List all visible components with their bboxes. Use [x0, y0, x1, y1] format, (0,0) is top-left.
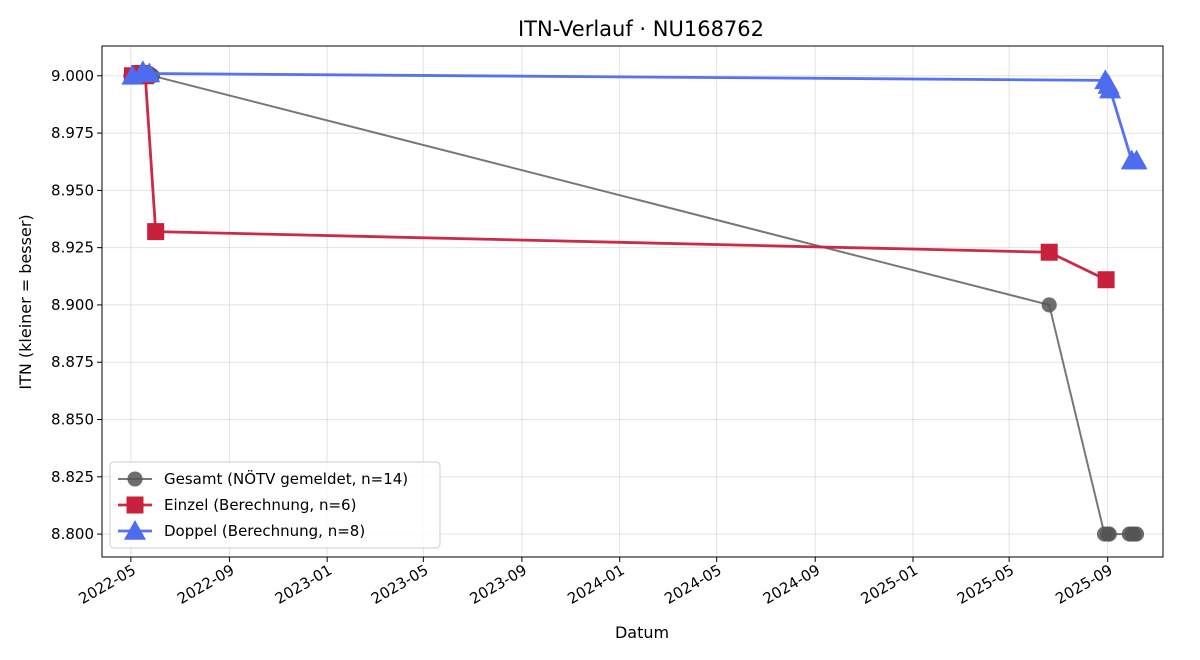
y-tick-label: 8.850: [51, 411, 94, 429]
data-point: [1099, 78, 1122, 99]
x-tick-label: 2024-05: [661, 561, 724, 608]
legend-marker: [124, 520, 146, 540]
legend-item: Gesamt (NÖTV gemeldet, n=14): [118, 469, 408, 488]
data-point: [1125, 149, 1148, 170]
data-point: [1101, 526, 1117, 542]
x-tick-label: 2025-01: [858, 561, 921, 608]
series-line: [131, 69, 1137, 162]
data-point: [1097, 271, 1115, 289]
x-tick-label: 2024-01: [564, 561, 627, 608]
y-tick-label: 8.825: [51, 468, 94, 486]
data-point: [147, 223, 165, 241]
y-axis-ticks: 8.800 8.825 8.850 8.875 8.900 8.925 8.950 8.975…: [51, 67, 102, 543]
plot-frame: [101, 45, 1164, 558]
legend-label: Doppel (Berechnung, n=8): [164, 522, 365, 540]
series-triangle: [121, 60, 1148, 170]
series-layer: [121, 60, 1148, 542]
y-tick-label: 8.925: [51, 239, 94, 257]
y-tick-label: 8.875: [51, 353, 94, 371]
y-axis-title: ITN (kleiner = besser): [16, 214, 35, 389]
legend-item: Doppel (Berechnung, n=8): [118, 520, 365, 540]
x-axis-title: Datum: [615, 623, 669, 642]
x-tick-label: 2023-01: [272, 561, 335, 608]
x-tick-label: 2022-05: [76, 561, 139, 608]
x-tick-label: 2022-09: [174, 561, 237, 608]
legend-marker: [126, 496, 144, 514]
legend-marker: [127, 471, 143, 487]
x-axis-ticks: 2022-05 2022-09 2023-01 2023-05 2023-09 2024-…: [76, 557, 1116, 608]
legend: Gesamt (NÖTV gemeldet, n=14) Einzel (Bere…: [109, 461, 441, 549]
legend-box: [109, 461, 441, 549]
x-tick-label: 2025-05: [954, 561, 1017, 608]
y-tick-label: 9.000: [51, 67, 94, 85]
data-point: [1041, 297, 1057, 313]
x-tick-label: 2024-09: [760, 561, 823, 608]
x-tick-label: 2023-05: [368, 561, 431, 608]
y-tick-label: 8.800: [51, 525, 94, 543]
y-tick-label: 8.900: [51, 296, 94, 314]
legend-label: Einzel (Berechnung, n=6): [164, 496, 356, 514]
x-tick-label: 2023-09: [467, 561, 530, 608]
data-point: [1128, 526, 1145, 542]
legend-label: Gesamt (NÖTV gemeldet, n=14): [164, 469, 408, 488]
y-tick-label: 8.950: [51, 181, 94, 199]
chart-title: ITN-Verlauf · NU168762: [518, 17, 764, 41]
legend-item: Einzel (Berechnung, n=6): [118, 496, 356, 514]
y-tick-label: 8.975: [51, 124, 94, 142]
data-point: [138, 62, 161, 83]
data-point: [1040, 243, 1058, 261]
x-tick-label: 2025-09: [1052, 561, 1115, 608]
